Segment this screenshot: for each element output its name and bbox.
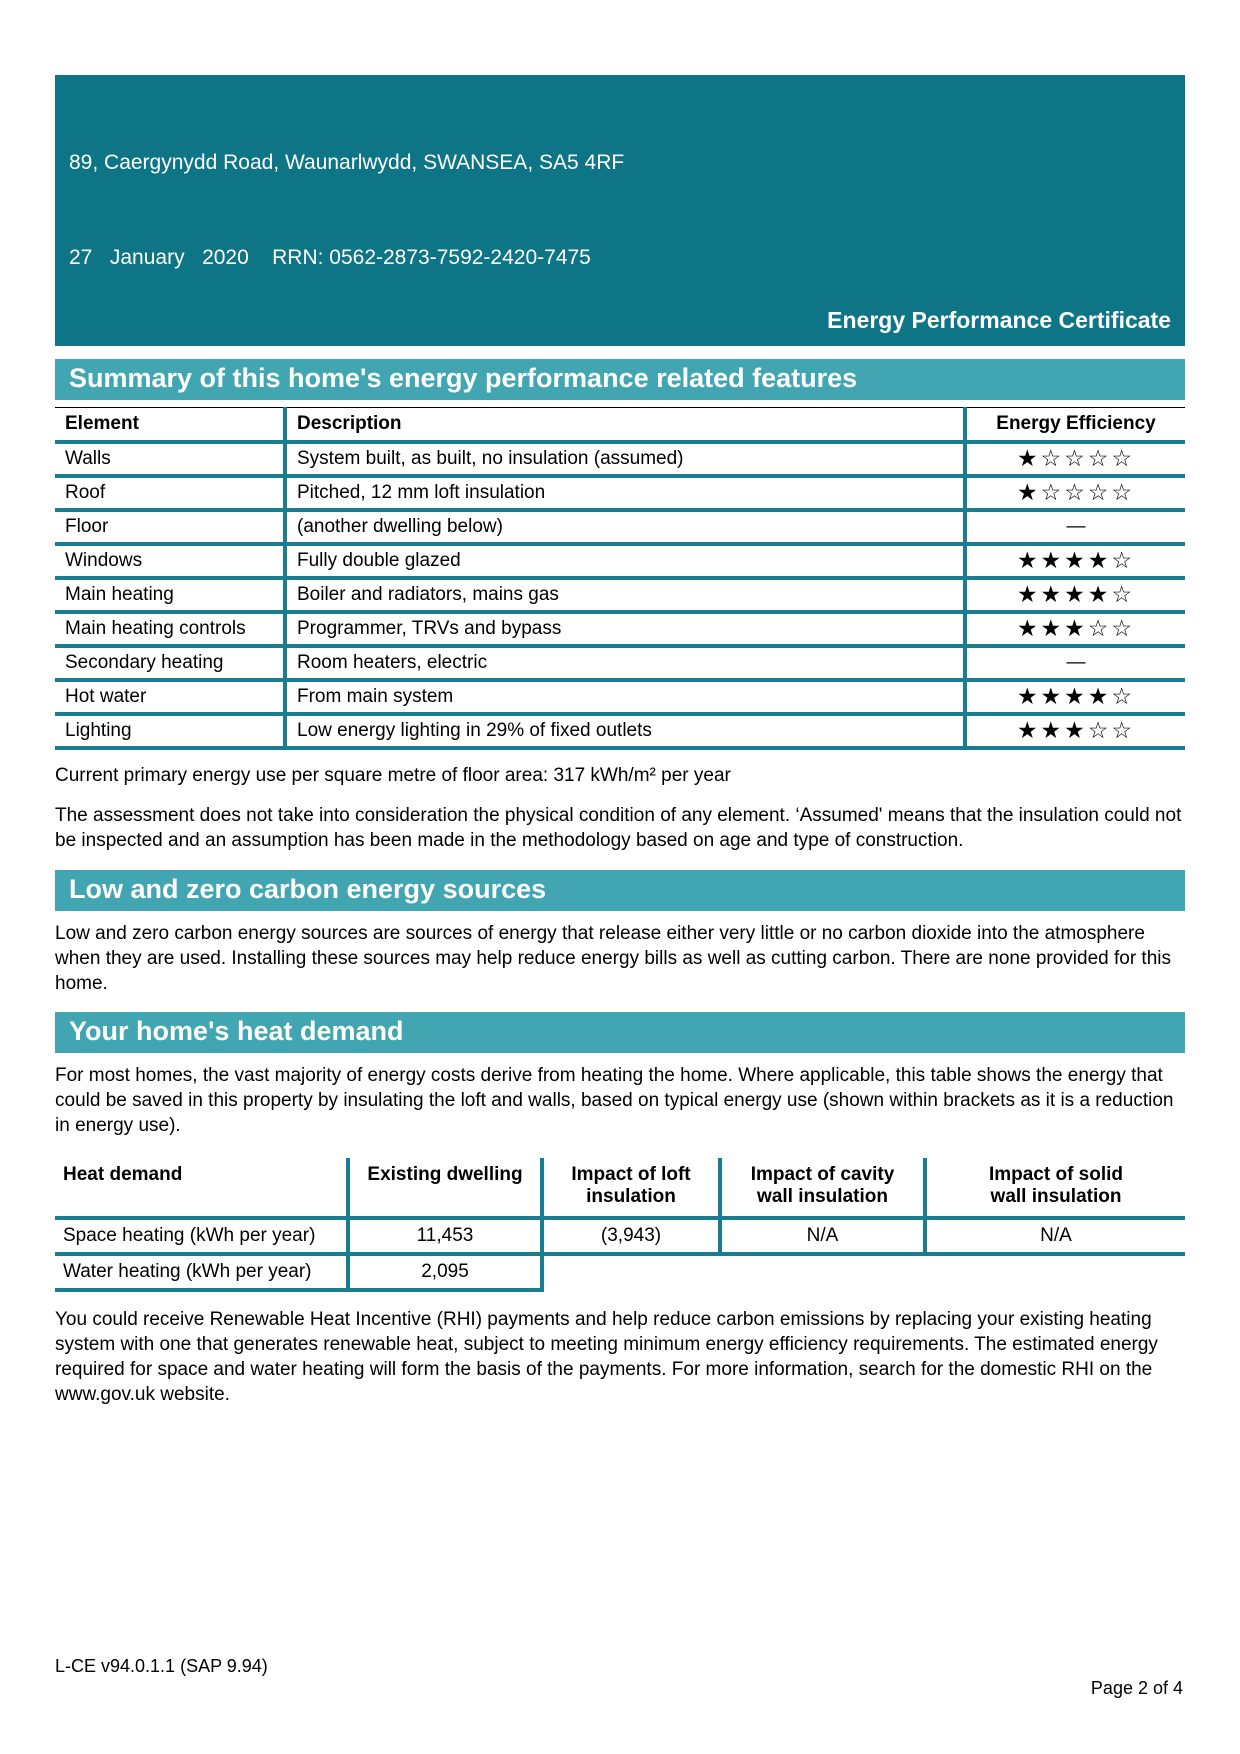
certificate-title: Energy Performance Certificate [827,307,1171,333]
row-label-cell: Space heating (kWh per year) [55,1218,350,1257]
empty-cell [542,1254,1185,1290]
table-row-windows: Windows Fully double glazed ★★★★☆ [55,543,1185,580]
no-rating-dash: — [965,645,1185,682]
star-rating: ★☆☆☆☆ [965,441,1185,478]
description-cell: From main system [285,679,967,716]
star-rating: ★★★★☆ [965,577,1185,614]
star-rating: ★★★☆☆ [965,611,1185,648]
column-header-heat-demand: Heat demand [55,1158,350,1221]
description-cell: Programmer, TRVs and bypass [285,611,967,648]
heat-row-space-heating: Space heating (kWh per year) 11,453 (3,9… [55,1218,1185,1257]
table-row-lighting: Lighting Low energy lighting in 29% of f… [55,713,1185,750]
column-header-cavity-insulation: Impact of cavity wall insulation [720,1158,927,1221]
heat-demand-table: Heat demand Existing dwelling Impact of … [55,1158,1185,1293]
element-cell: Main heating controls [55,611,287,648]
element-cell: Roof [55,475,287,512]
table-row-secondary-heating: Secondary heating Room heaters, electric… [55,645,1185,682]
low-carbon-body: Low and zero carbon energy sources are s… [55,922,1171,994]
page-content: 89, Caergynydd Road, Waunarlwydd, SWANSE… [55,75,1185,1408]
features-header-row: Element Description Energy Efficiency [55,407,1185,444]
column-header-solid-insulation: Impact of solid wall insulation [925,1158,1185,1221]
column-header-description: Description [285,407,967,444]
space-heating-loft-value: (3,943) [542,1218,722,1257]
column-header-loft-text: Impact of loft insulation [571,1164,691,1208]
column-header-loft-insulation: Impact of loft insulation [542,1158,722,1221]
features-table: Element Description Energy Efficiency Wa… [55,407,1185,750]
footer-page-number: Page 2 of 4 [1090,1678,1183,1698]
star-rating: ★★★★☆ [965,543,1185,580]
column-header-efficiency: Energy Efficiency [965,407,1185,444]
column-header-cavity-text: Impact of cavity wall insulation [750,1164,895,1208]
section-header-low-carbon: Low and zero carbon energy sources [55,869,1185,911]
table-row-hot-water: Hot water From main system ★★★★☆ [55,679,1185,716]
water-heating-existing-value: 2,095 [348,1254,544,1293]
star-rating: ★★★☆☆ [965,713,1185,750]
section-header-summary: Summary of this home's energy performanc… [55,359,1185,400]
description-cell: Pitched, 12 mm loft insulation [285,475,967,512]
row-label-cell: Water heating (kWh per year) [55,1254,350,1293]
column-header-element: Element [55,407,287,444]
table-row-main-heating-controls: Main heating controls Programmer, TRVs a… [55,611,1185,648]
no-rating-dash: — [965,509,1185,546]
element-cell: Floor [55,509,287,546]
star-rating: ★★★★☆ [965,679,1185,716]
date-and-rrn: 27 January 2020 RRN: 0562-2873-7592-2420… [69,245,591,269]
assessment-note: The assessment does not take into consid… [55,804,1182,851]
description-cell: System built, as built, no insulation (a… [285,441,967,478]
element-cell: Windows [55,543,287,580]
element-cell: Hot water [55,679,287,716]
description-cell: Boiler and radiators, mains gas [285,577,967,614]
space-heating-cavity-value: N/A [720,1218,927,1257]
certificate-header-left: 89, Caergynydd Road, Waunarlwydd, SWANSE… [69,84,624,336]
element-cell: Walls [55,441,287,478]
certificate-header: 89, Caergynydd Road, Waunarlwydd, SWANSE… [55,75,1185,346]
heat-demand-header-row: Heat demand Existing dwelling Impact of … [55,1158,1185,1221]
primary-energy-note: Current primary energy use per square me… [55,764,731,786]
section-header-heat-demand: Your home's heat demand [55,1011,1185,1053]
table-row-walls: Walls System built, as built, no insulat… [55,441,1185,478]
column-header-solid-text: Impact of solid wall insulation [988,1164,1124,1208]
column-header-existing-dwelling: Existing dwelling [348,1158,544,1221]
space-heating-solid-value: N/A [925,1218,1185,1257]
star-rating: ★☆☆☆☆ [965,475,1185,512]
space-heating-existing-value: 11,453 [348,1218,544,1257]
description-cell: Fully double glazed [285,543,967,580]
description-cell: Room heaters, electric [285,645,967,682]
footer-version-label: L-CE v94.0.1.1 (SAP 9.94) [55,1656,268,1676]
heat-row-water-heating: Water heating (kWh per year) 2,095 [55,1254,1185,1293]
property-address: 89, Caergynydd Road, Waunarlwydd, SWANSE… [69,151,625,174]
heat-demand-intro: For most homes, the vast majority of ene… [55,1064,1174,1137]
description-cell: Low energy lighting in 29% of fixed outl… [285,713,967,750]
element-cell: Lighting [55,713,287,750]
table-row-main-heating: Main heating Boiler and radiators, mains… [55,577,1185,614]
table-row-roof: Roof Pitched, 12 mm loft insulation ★☆☆☆… [55,475,1185,512]
description-cell: (another dwelling below) [285,509,967,546]
element-cell: Secondary heating [55,645,287,682]
table-row-floor: Floor (another dwelling below) — [55,509,1185,546]
rhi-note: You could receive Renewable Heat Incenti… [55,1309,1158,1406]
element-cell: Main heating [55,577,287,614]
